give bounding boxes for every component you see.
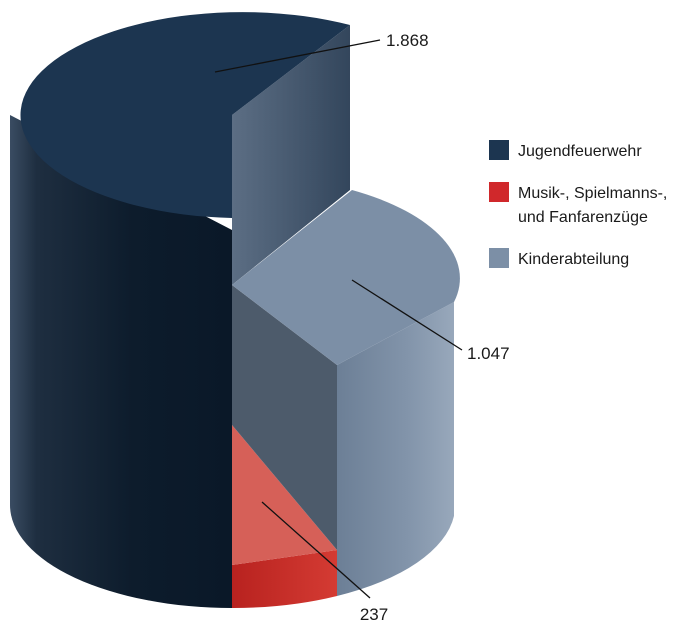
slice-kinderabteilung bbox=[232, 190, 460, 596]
slice-jugendfeuerwehr-top bbox=[20, 12, 350, 218]
leader-line-musikzuege bbox=[261, 501, 371, 599]
legend-label-musikzuege-line2: und Fanfarenzüge bbox=[518, 209, 648, 226]
slice-jugendfeuerwehr-side bbox=[10, 115, 232, 608]
value-label-kinderabteilung: 1.047 bbox=[467, 344, 510, 363]
legend-swatch-kinderabteilung bbox=[489, 248, 509, 268]
value-label-jugendfeuerwehr: 1.868 bbox=[386, 31, 429, 50]
legend-label-musikzuege-line1: Musik-, Spielmanns-, bbox=[518, 185, 667, 202]
legend-item-jugendfeuerwehr: Jugendfeuerwehr bbox=[489, 140, 642, 160]
legend-label-jugendfeuerwehr: Jugendfeuerwehr bbox=[518, 143, 642, 160]
value-label-musikzuege: 237 bbox=[360, 605, 388, 624]
legend-swatch-jugendfeuerwehr bbox=[489, 140, 509, 160]
slice-jugendfeuerwehr bbox=[10, 12, 350, 608]
slice-musikzuege bbox=[232, 425, 337, 609]
legend: Jugendfeuerwehr Musik-, Spielmanns-, und… bbox=[489, 140, 667, 268]
slice-jugendfeuerwehr-cut-face bbox=[232, 25, 350, 285]
slice-kinderabteilung-cut-face bbox=[232, 285, 337, 550]
legend-item-musikzuege: Musik-, Spielmanns-, und Fanfarenzüge bbox=[489, 182, 667, 226]
legend-item-kinderabteilung: Kinderabteilung bbox=[489, 248, 629, 268]
leader-line-kinderabteilung bbox=[351, 279, 463, 351]
slice-kinderabteilung-top bbox=[232, 190, 460, 365]
legend-swatch-musikzuege bbox=[489, 182, 509, 202]
legend-label-kinderabteilung: Kinderabteilung bbox=[518, 251, 629, 268]
slice-musikzuege-side bbox=[232, 550, 337, 609]
leader-line-jugendfeuerwehr bbox=[214, 39, 381, 73]
slice-musikzuege-top bbox=[232, 425, 337, 565]
slice-kinderabteilung-side bbox=[337, 302, 454, 596]
